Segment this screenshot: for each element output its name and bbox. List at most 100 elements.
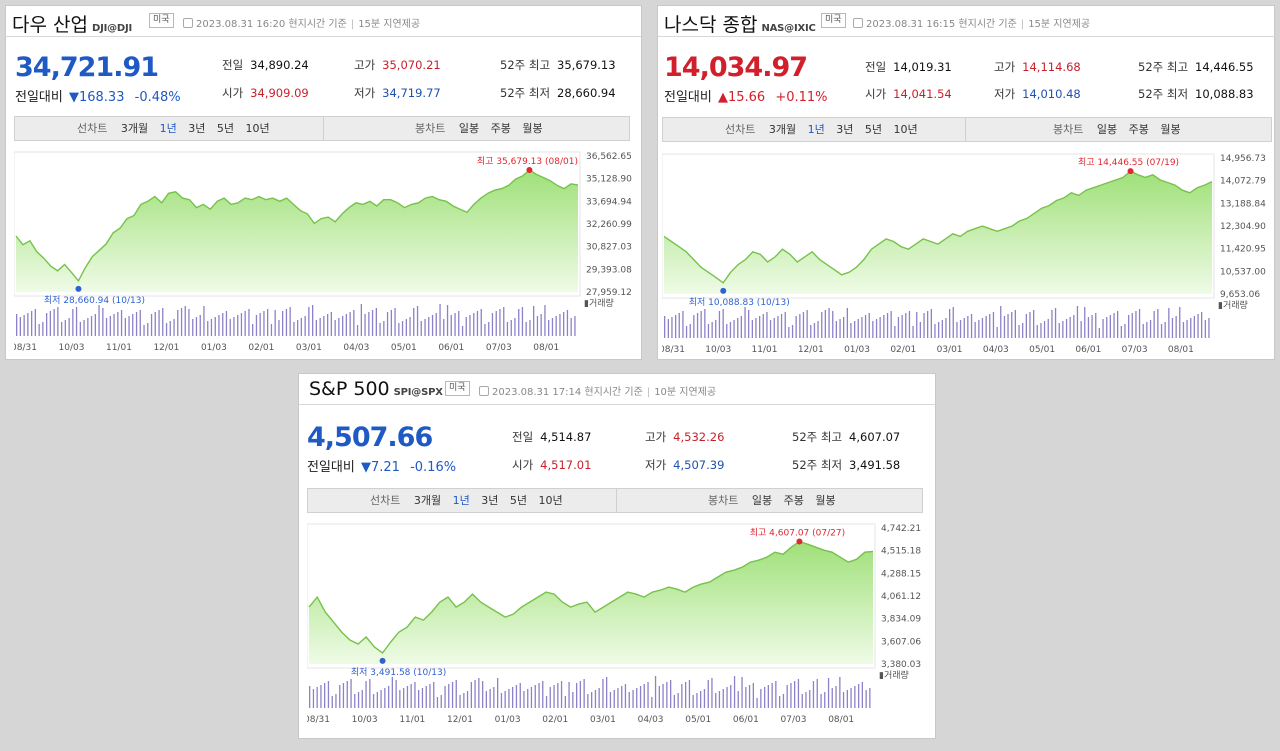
tab-period-1y[interactable]: 1년 (452, 494, 470, 507)
volume-bar (124, 318, 126, 336)
country-badge: 미국 (149, 13, 174, 28)
index-panel-sp500: S&P 500 SPI@SPX 미국 2023.08.31 17:14 현지시간 … (298, 373, 936, 739)
volume-bar (996, 327, 998, 338)
tab-period-1y[interactable]: 1년 (807, 123, 825, 136)
tab-period-3m[interactable]: 3개월 (768, 123, 797, 136)
tab-line-chart[interactable]: 선차트 (77, 122, 108, 135)
tab-candle-monthly[interactable]: 월봉 (1160, 123, 1181, 136)
chart-tabs: 선차트 3개월 1년 3년 5년 10년 봉차트 일봉 주봉 월봉 (662, 117, 1272, 142)
volume-bar (1022, 323, 1024, 338)
volume-bar (184, 306, 186, 336)
high-marker (1127, 168, 1134, 175)
volume-bar (1113, 313, 1115, 338)
volume-bar (463, 693, 465, 708)
volume-bar (828, 308, 830, 338)
index-panel-nasdaq: 나스닥 종합 NAS@IXIC 미국 2023.08.31 16:15 현지시간 … (657, 5, 1275, 360)
volume-bar (812, 681, 815, 708)
price-chart[interactable]: 14,956.73 14,072.79 13,188.84 12,304.90 11,4… (662, 152, 1272, 358)
tab-period-3y[interactable]: 3년 (836, 123, 854, 136)
index-name[interactable]: S&P 500 SPI@SPX (309, 378, 443, 400)
price-chart[interactable]: 4,742.21 4,515.18 4,288.15 4,061.12 3,834.09… (307, 522, 933, 736)
tab-period-3m[interactable]: 3개월 (413, 494, 442, 507)
index-name[interactable]: 다우 산업 DJI@DJI (12, 14, 133, 36)
volume-bar (1018, 325, 1020, 338)
volume-bar (338, 318, 340, 336)
tab-period-5y[interactable]: 5년 (509, 494, 527, 507)
y-tick-label: 14,956.73 (1220, 154, 1266, 164)
x-tick-label: 02/01 (542, 715, 568, 725)
price-chart[interactable]: 36,562.65 35,128.90 33,694.94 32,260.99 30,8… (14, 150, 638, 358)
volume-bar (606, 677, 608, 708)
volume-bar (609, 692, 612, 708)
tab-period-10y[interactable]: 10년 (538, 494, 563, 507)
volume-bar (327, 681, 330, 708)
volume-bar (1011, 312, 1013, 338)
volume-bar (390, 310, 392, 336)
tab-candle-weekly[interactable]: 주봉 (783, 494, 804, 507)
volume-bar (57, 307, 59, 336)
tab-candle-chart[interactable]: 봉차트 (708, 494, 739, 507)
volume-bar (576, 683, 578, 708)
stat-low: 저가 4,507.39 (645, 458, 725, 472)
tab-period-10y[interactable]: 10년 (245, 122, 270, 135)
volume-bar (756, 698, 758, 708)
volume-bar (664, 316, 666, 338)
tab-candle-monthly[interactable]: 월봉 (815, 494, 836, 507)
tab-candle-weekly[interactable]: 주봉 (490, 122, 511, 135)
volume-bar (786, 685, 788, 708)
tab-line-chart[interactable]: 선차트 (370, 494, 401, 507)
x-tick-label: 05/01 (1029, 345, 1055, 355)
tab-line-chart[interactable]: 선차트 (725, 123, 756, 136)
index-name[interactable]: 나스닥 종합 NAS@IXIC (664, 14, 816, 36)
volume-bar (489, 689, 491, 708)
volume-bar (495, 311, 497, 336)
volume-bar (308, 307, 310, 336)
volume-bar (61, 322, 63, 336)
timestamp: 2023.08.31 16:20 현지시간 기준 | 15분 지연제공 (183, 15, 420, 30)
tab-period-3y[interactable]: 3년 (481, 494, 499, 507)
y-tick-label: 29,393.08 (586, 265, 632, 275)
volume-bar (780, 314, 783, 338)
low-annotation: 최저 3,491.58 (10/13) (351, 667, 446, 678)
tab-period-3m[interactable]: 3개월 (120, 122, 149, 135)
volume-bar (143, 325, 145, 336)
volume-bar (435, 313, 437, 336)
tab-period-5y[interactable]: 5년 (216, 122, 234, 135)
volume-bar (636, 688, 638, 708)
volume-bar (790, 683, 792, 708)
volume-bar (865, 690, 867, 708)
volume-bar (673, 695, 675, 708)
tab-candle-monthly[interactable]: 월봉 (522, 122, 543, 135)
volume-bar (762, 314, 764, 338)
volume-bar (963, 318, 965, 338)
volume-bar (678, 313, 680, 338)
high-marker (796, 538, 803, 545)
tab-candle-daily[interactable]: 일봉 (751, 494, 773, 507)
stat-prev: 전일 14,019.31 (865, 60, 952, 74)
tab-candle-daily[interactable]: 일봉 (458, 122, 480, 135)
volume-bar (824, 310, 826, 338)
volume-bar (794, 681, 796, 708)
tab-candle-chart[interactable]: 봉차트 (1053, 123, 1084, 136)
volume-bar (545, 696, 548, 708)
volume-bar (956, 322, 958, 338)
volume-bar (1157, 309, 1159, 338)
tab-candle-chart[interactable]: 봉차트 (415, 122, 446, 135)
price-line (15, 169, 579, 283)
volume-bar (361, 690, 363, 708)
volume-bar (225, 311, 228, 336)
volume-bar (1208, 318, 1210, 338)
tab-period-1y[interactable]: 1년 (159, 122, 177, 135)
volume-bar (579, 681, 581, 708)
volume-bar (681, 684, 683, 708)
country-badge: 미국 (821, 13, 846, 28)
tab-candle-weekly[interactable]: 주봉 (1128, 123, 1149, 136)
volume-bar (128, 316, 130, 336)
tab-period-3y[interactable]: 3년 (188, 122, 206, 135)
volume-bar (237, 315, 239, 336)
tab-candle-daily[interactable]: 일봉 (1096, 123, 1118, 136)
tab-period-10y[interactable]: 10년 (893, 123, 918, 136)
x-tick-label: 08/31 (14, 343, 37, 353)
tab-period-5y[interactable]: 5년 (864, 123, 882, 136)
volume-bar (102, 308, 104, 336)
